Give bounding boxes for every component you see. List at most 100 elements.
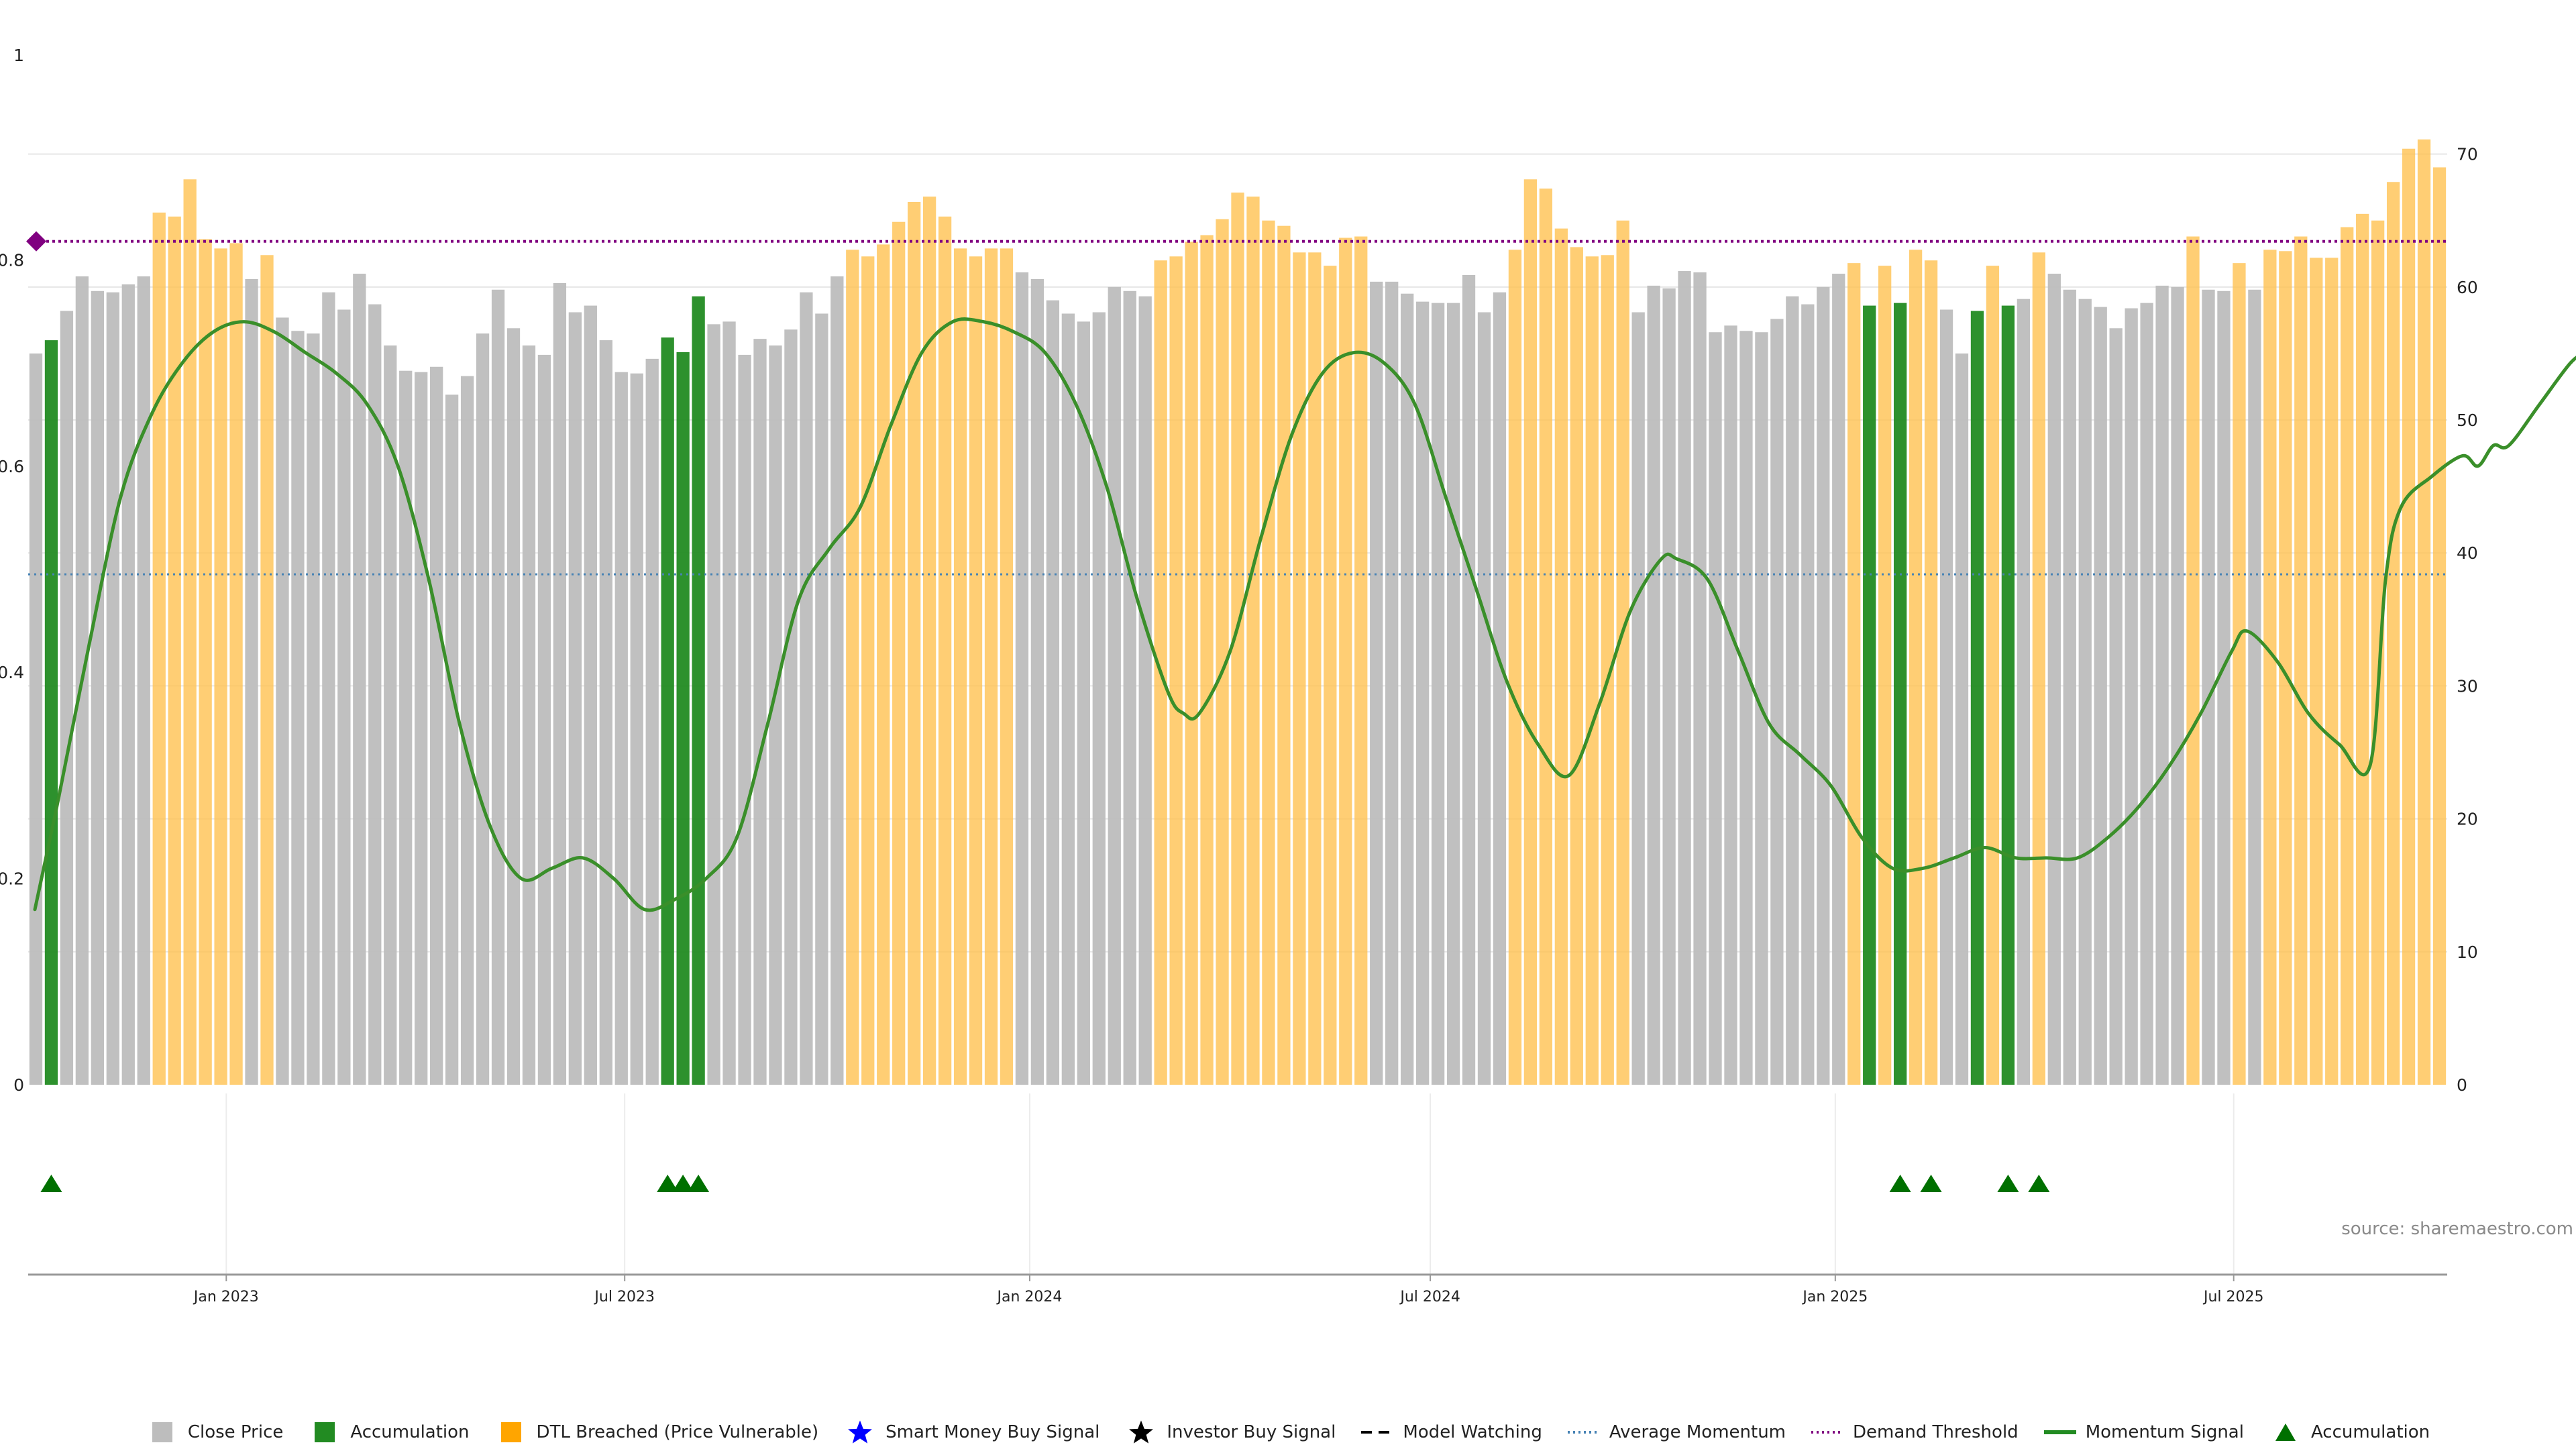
dtl-bar bbox=[938, 216, 952, 1085]
dtl-bar bbox=[2356, 213, 2369, 1085]
close-price-bar bbox=[584, 305, 597, 1085]
legend-item: Close Price bbox=[146, 1421, 284, 1444]
close-price-bar bbox=[599, 340, 612, 1085]
dtl-bar bbox=[969, 256, 983, 1085]
swatch-icon bbox=[309, 1421, 341, 1444]
close-price-bar bbox=[2155, 285, 2169, 1085]
close-price-bar bbox=[1446, 303, 1460, 1085]
accumulation-marker-icon bbox=[688, 1175, 710, 1192]
dtl-bar bbox=[214, 248, 227, 1085]
right-axis-tick: 30 bbox=[2457, 676, 2478, 696]
accumulation-bar bbox=[1863, 305, 1876, 1085]
dtl-bar bbox=[1616, 220, 1629, 1085]
close-price-bar bbox=[630, 373, 643, 1085]
star-icon bbox=[844, 1420, 876, 1444]
dtl-bar bbox=[199, 239, 212, 1085]
right-axis-tick: 0 bbox=[2457, 1075, 2467, 1095]
legend-label: Investor Buy Signal bbox=[1167, 1422, 1336, 1442]
close-price-bar bbox=[2140, 303, 2153, 1085]
accumulation-bar bbox=[2001, 305, 2015, 1085]
accumulation-bar bbox=[44, 340, 58, 1085]
dtl-bar bbox=[2417, 139, 2431, 1085]
close-price-bar bbox=[537, 354, 551, 1085]
close-price-bar bbox=[753, 339, 767, 1085]
close-price-bar bbox=[2017, 299, 2031, 1085]
reference-lines bbox=[26, 231, 2447, 576]
close-price-bar bbox=[445, 394, 459, 1085]
right-axis-tick: 50 bbox=[2457, 411, 2478, 430]
dtl-bar bbox=[2432, 167, 2447, 1085]
dtl-bar bbox=[2402, 148, 2416, 1085]
close-price-bar bbox=[1709, 332, 1722, 1085]
close-price-bar bbox=[1415, 301, 1430, 1085]
close-price-bar bbox=[368, 304, 382, 1085]
dtl-bar bbox=[1277, 225, 1291, 1085]
dtl-bar bbox=[2341, 227, 2354, 1085]
dtl-bar bbox=[846, 250, 859, 1085]
close-price-bar bbox=[399, 370, 413, 1085]
close-price-bar bbox=[2125, 308, 2138, 1085]
close-price-bar bbox=[1462, 274, 1476, 1085]
dtl-bar bbox=[2386, 182, 2400, 1085]
dtl-bar bbox=[1231, 193, 1244, 1085]
close-price-bar bbox=[2248, 289, 2261, 1085]
close-price-bar bbox=[2047, 274, 2061, 1085]
dtl-bar bbox=[1293, 252, 1306, 1085]
close-price-bar bbox=[1077, 321, 1090, 1085]
left-axis: 0 0.2 0.4 0.6 0.8 1 bbox=[0, 46, 24, 1095]
close-price-bar bbox=[291, 331, 305, 1085]
close-price-bar bbox=[1693, 272, 1707, 1085]
legend-item: Average Momentum bbox=[1567, 1421, 1786, 1444]
x-axis-tick-label: Jan 2025 bbox=[1801, 1289, 1868, 1305]
dtl-bar bbox=[2371, 220, 2385, 1085]
momentum-line bbox=[33, 317, 2576, 912]
dtl-bar bbox=[1185, 241, 1198, 1085]
dtl-bar bbox=[2294, 236, 2308, 1085]
legend-label: Smart Money Buy Signal bbox=[885, 1422, 1100, 1442]
x-axis-tick-label: Jul 2024 bbox=[1399, 1289, 1460, 1305]
legend-label: Accumulation bbox=[2310, 1422, 2430, 1442]
dotted-line-icon bbox=[1567, 1421, 1600, 1444]
close-price-bar bbox=[2094, 307, 2107, 1085]
close-price-bar bbox=[722, 321, 736, 1085]
legend-item: Accumulation bbox=[2269, 1421, 2430, 1444]
close-price-bar bbox=[2202, 289, 2215, 1085]
accumulation-marker-icon bbox=[1920, 1175, 1942, 1192]
x-axis-tick-label: Jan 2023 bbox=[193, 1289, 259, 1305]
dtl-bar bbox=[1000, 248, 1014, 1085]
close-price-bar bbox=[800, 292, 813, 1085]
close-price-bar bbox=[2063, 289, 2076, 1085]
close-price-bar bbox=[276, 317, 289, 1085]
close-price-bar bbox=[2217, 290, 2231, 1085]
accumulation-marker-icon bbox=[1997, 1175, 2019, 1192]
close-price-bar bbox=[1817, 286, 1830, 1085]
close-price-bar bbox=[460, 376, 474, 1085]
dtl-bar bbox=[2233, 263, 2246, 1085]
close-price-bar bbox=[1939, 309, 1953, 1085]
dash-line-icon bbox=[1361, 1421, 1394, 1444]
accumulation-marker-icon bbox=[672, 1175, 694, 1192]
close-price-bar bbox=[1724, 325, 1737, 1085]
close-price-bar bbox=[1832, 274, 1845, 1085]
dtl-bar bbox=[1508, 250, 1522, 1085]
dtl-bar bbox=[922, 197, 936, 1085]
dtl-bar bbox=[1216, 219, 1229, 1085]
close-price-bar bbox=[1647, 285, 1660, 1085]
dtl-bar bbox=[1308, 252, 1322, 1085]
swatch-icon bbox=[146, 1421, 178, 1444]
dtl-bar bbox=[908, 201, 921, 1085]
triangle-icon bbox=[2269, 1421, 2302, 1444]
close-price-bar bbox=[337, 309, 351, 1085]
right-axis-tick: 20 bbox=[2457, 810, 2478, 829]
close-price-bar bbox=[738, 354, 751, 1085]
close-price-bar bbox=[1030, 278, 1044, 1085]
close-price-bar bbox=[1662, 288, 1676, 1085]
dtl-bar bbox=[260, 255, 274, 1085]
left-axis-tick: 0.6 bbox=[0, 457, 24, 476]
dtl-bar bbox=[1986, 266, 2000, 1085]
left-axis-tick: 0.2 bbox=[0, 869, 24, 889]
legend-label: Close Price bbox=[187, 1422, 284, 1442]
left-axis-tick: 1 bbox=[13, 46, 24, 65]
x-axis-tick-label: Jan 2024 bbox=[996, 1289, 1062, 1305]
dotted-line-icon bbox=[1811, 1421, 1844, 1444]
